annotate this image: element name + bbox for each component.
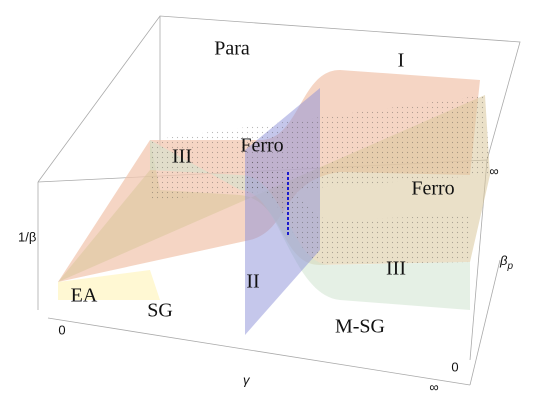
region-label: III [172, 146, 192, 168]
tick-label: 0 [451, 359, 458, 374]
surfaces [58, 70, 490, 335]
tick-label: ∞ [489, 163, 498, 178]
region-label: SG [147, 300, 173, 322]
tick-label: 0 [58, 322, 65, 337]
axis-label: γ [243, 372, 251, 387]
region-label: II [246, 271, 259, 293]
region-label: Ferro [411, 178, 454, 200]
region-label: III [386, 258, 406, 280]
region-label: EA [71, 285, 98, 307]
region-label: Para [214, 38, 250, 60]
axis-label: 1/β [18, 229, 36, 244]
region-label: Ferro [240, 135, 283, 157]
tick-label: ∞ [429, 379, 438, 394]
region-label: M-SG [335, 316, 385, 338]
axis-label: βp [499, 253, 513, 271]
region-label: I [398, 50, 405, 72]
